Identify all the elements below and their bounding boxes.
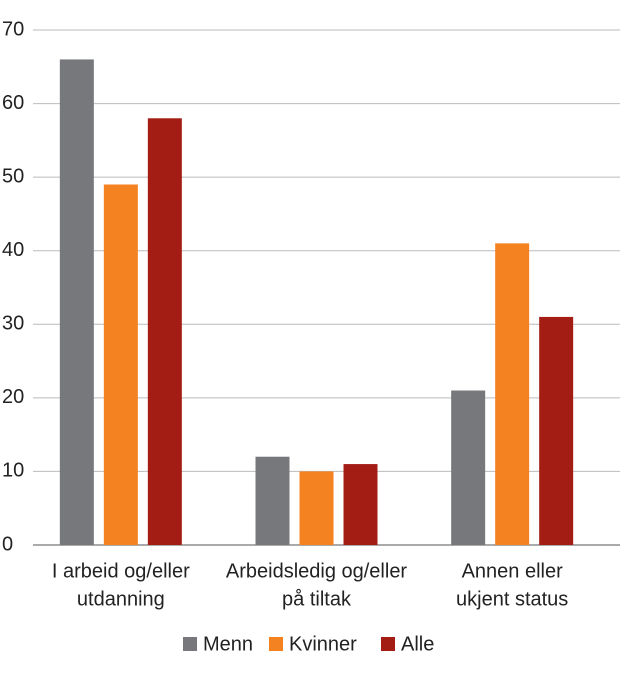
y-tick-label: 50 bbox=[2, 165, 24, 187]
y-tick-label: 30 bbox=[2, 313, 24, 335]
x-tick-label: Annen eller bbox=[462, 560, 564, 582]
y-tick-label: 20 bbox=[2, 386, 24, 408]
y-tick-label: 70 bbox=[2, 18, 24, 40]
y-tick-label: 10 bbox=[2, 460, 24, 482]
bar bbox=[539, 316, 574, 545]
y-tick-label: 0 bbox=[2, 533, 13, 555]
y-tick-label: 60 bbox=[2, 92, 24, 114]
legend-swatch bbox=[183, 637, 197, 651]
legend-swatch bbox=[269, 637, 283, 651]
bar bbox=[495, 243, 530, 545]
bar bbox=[343, 464, 378, 545]
bar bbox=[103, 184, 138, 545]
x-tick-label: I arbeid og/eller bbox=[52, 560, 190, 582]
x-tick-label: utdanning bbox=[77, 588, 165, 610]
legend-swatch bbox=[381, 637, 395, 651]
bar bbox=[59, 59, 94, 546]
legend-label: Kvinner bbox=[289, 633, 357, 655]
x-tick-label: Arbeidsledig og/eller bbox=[226, 560, 408, 582]
bar bbox=[451, 390, 486, 545]
x-tick-label: ukjent status bbox=[456, 588, 568, 610]
legend-label: Menn bbox=[203, 633, 253, 655]
x-tick-label: på tiltak bbox=[282, 588, 352, 610]
bar bbox=[147, 118, 182, 546]
legend-label: Alle bbox=[401, 633, 434, 655]
bar bbox=[299, 471, 334, 545]
y-tick-label: 40 bbox=[2, 239, 24, 261]
bar bbox=[255, 456, 290, 545]
